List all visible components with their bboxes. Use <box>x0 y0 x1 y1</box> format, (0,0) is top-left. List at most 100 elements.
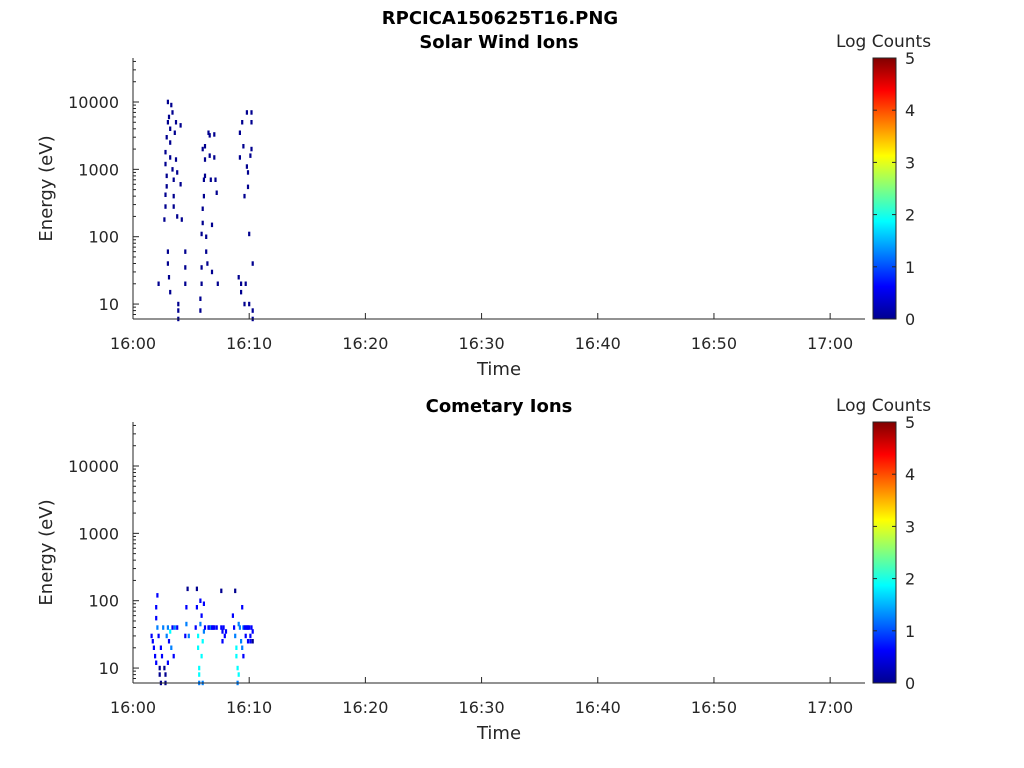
heatmap-cell <box>202 601 205 606</box>
x-tick-label: 16:50 <box>691 334 737 353</box>
heatmap-cell <box>198 672 201 677</box>
heatmap-cell <box>220 588 223 594</box>
heatmap-cell <box>199 308 202 313</box>
heatmap-cell <box>202 193 205 199</box>
heatmap-cell <box>215 625 218 630</box>
heatmap-cell <box>237 672 240 677</box>
heatmap-cell <box>250 110 253 115</box>
heatmap-cell <box>231 613 234 618</box>
heatmap-cell <box>209 625 212 630</box>
heatmap-cell <box>201 206 204 211</box>
x-tick-label: 16:00 <box>110 334 156 353</box>
heatmap-cell <box>195 605 198 610</box>
heatmap-cell <box>155 660 158 665</box>
colorbar: Log Counts 0 1 2 3 4 5 <box>836 396 931 693</box>
heatmap-cell <box>207 130 210 135</box>
heatmap-cell <box>164 149 167 155</box>
heatmap-cell <box>199 296 202 301</box>
heatmap-cell <box>249 153 252 158</box>
heatmap-cell <box>156 625 159 630</box>
heatmap-cell <box>241 605 244 610</box>
x-tick-label: 17:00 <box>807 334 853 353</box>
heatmap-cell <box>246 639 250 644</box>
heatmap-cell <box>173 130 176 135</box>
heatmap-cell <box>164 161 167 167</box>
heatmap-cell <box>203 144 207 149</box>
heatmap-cell <box>244 625 247 630</box>
y-tick-label: 10 <box>99 295 119 314</box>
heatmap-cell <box>166 261 169 266</box>
heatmap-cell <box>248 231 251 237</box>
heatmap-cell <box>172 177 175 182</box>
heatmap-cell <box>234 588 237 594</box>
heatmap-cell <box>165 184 168 189</box>
heatmap-cell <box>245 164 248 169</box>
heatmap-cell <box>195 586 198 592</box>
heatmap-cell <box>185 605 188 610</box>
x-tick-label: 16:10 <box>226 334 272 353</box>
heatmap-cell <box>200 231 203 237</box>
x-tick-label: 16:30 <box>459 334 505 353</box>
heatmap-cell <box>187 633 190 639</box>
heatmap-cells <box>157 99 254 322</box>
heatmap-cell <box>222 625 225 630</box>
colorbar-label: Log Counts <box>836 32 931 52</box>
heatmap-cell <box>216 281 219 286</box>
y-tick-label: 10000 <box>68 457 119 476</box>
heatmap-cell <box>207 625 210 630</box>
heatmap-cell <box>164 192 167 197</box>
heatmap-cell <box>251 639 254 644</box>
y-tick-label: 100 <box>88 592 119 611</box>
heatmap-cell <box>237 275 240 280</box>
x-tick-label: 17:00 <box>807 698 853 717</box>
heatmap-cell <box>242 144 245 149</box>
heatmap-cell <box>199 621 202 627</box>
colorbar-tick-label: 1 <box>905 258 915 277</box>
heatmap-cell <box>166 120 169 125</box>
colorbar: Log Counts 0 1 2 3 4 5 <box>836 32 931 329</box>
heatmap-cell <box>210 222 214 228</box>
panel-solar-wind-ions: Solar Wind Ions 16:00 16:10 16:20 16:30 16:40… <box>36 32 931 380</box>
heatmap-cell <box>158 665 161 671</box>
heatmap-cell <box>169 629 172 634</box>
heatmap-cell <box>244 281 247 286</box>
x-tick-label: 16:20 <box>342 698 388 717</box>
heatmap-cell <box>166 625 169 630</box>
x-axis-label: Time <box>476 723 521 744</box>
heatmap-cell <box>152 645 155 650</box>
heatmap-cell <box>213 155 216 160</box>
x-tick-label: 16:00 <box>110 698 156 717</box>
heatmap-cell <box>201 220 204 226</box>
colorbar-tick-label: 2 <box>905 206 915 225</box>
colorbar-tick-label: 3 <box>905 517 915 536</box>
heatmap-cell <box>171 110 174 115</box>
heatmap-cell <box>170 645 173 650</box>
heatmap-cell <box>240 289 243 295</box>
colorbar-tick-label: 2 <box>905 570 915 589</box>
heatmap-cell <box>244 633 247 639</box>
colorbar-tick-label: 0 <box>905 310 915 329</box>
heatmap-cell <box>176 625 179 630</box>
heatmap-cell <box>150 633 153 639</box>
heatmap-cell <box>251 629 254 634</box>
heatmap-cell <box>176 170 179 175</box>
y-tick-label: 1000 <box>78 524 119 543</box>
heatmap-cell <box>169 126 172 131</box>
heatmap-cell <box>184 281 187 286</box>
heatmap-cell <box>169 289 172 295</box>
heatmap-cell <box>250 146 253 152</box>
colorbar-tick-label: 4 <box>905 465 915 484</box>
x-tick-label: 16:20 <box>342 334 388 353</box>
heatmap-cell <box>194 625 197 630</box>
heatmap-cell <box>184 249 187 254</box>
y-axis-label: Energy (eV) <box>36 499 57 605</box>
heatmap-cell <box>235 645 238 650</box>
y-tick-label: 10000 <box>68 93 119 112</box>
y-tick-label: 10 <box>99 659 119 678</box>
heatmap-cell <box>220 625 223 630</box>
heatmap-cell <box>246 170 250 175</box>
heatmap-cell <box>210 269 214 275</box>
heatmap-cell <box>169 155 172 160</box>
heatmap-cell <box>241 645 244 650</box>
heatmap-cell <box>165 135 168 140</box>
